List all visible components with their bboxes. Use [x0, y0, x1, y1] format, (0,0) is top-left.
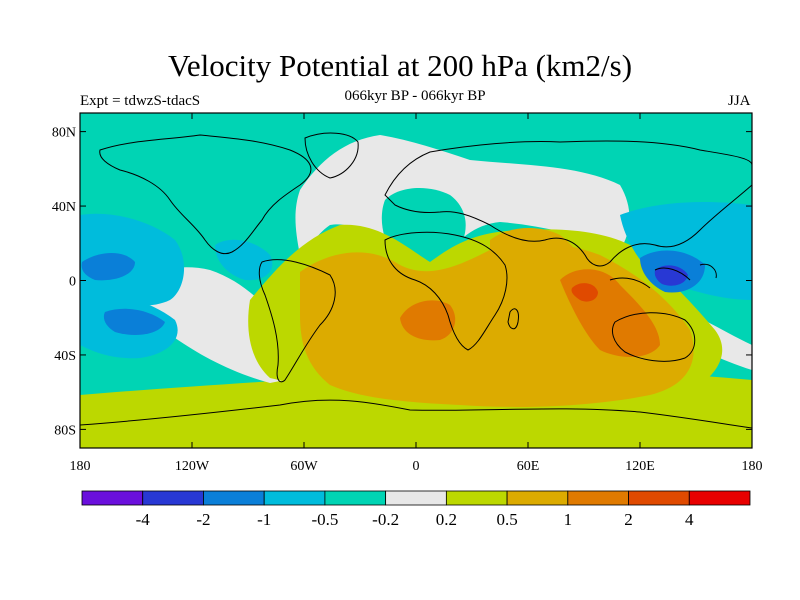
coastline-antarctica: [80, 399, 752, 429]
colorbar-swatch: [81, 490, 144, 506]
experiment-label: Expt = tdwzS-tdacS: [80, 93, 201, 109]
coastline-north-america: [99, 134, 312, 255]
lat-tick-label: 0: [69, 275, 76, 290]
colorbar-label: -0.5: [311, 510, 338, 529]
colorbar: -4 -2 -1 -0.5 -0.2 0.2 0.5 1 2 4: [81, 490, 751, 529]
field-region-mid-blue-south: [103, 308, 165, 335]
lat-tick-label: 80N: [52, 126, 76, 141]
coastline-madagascar: [507, 308, 519, 330]
lon-tick-label: 60W: [290, 459, 318, 474]
colorbar-label: -4: [136, 510, 151, 529]
coastline-south-america: [258, 259, 336, 383]
coastline-africa: [384, 231, 508, 351]
colorbar-label: -2: [196, 510, 210, 529]
lat-tick-label: 40N: [52, 200, 76, 215]
coastline-eurasia: [384, 140, 752, 267]
colorbar-swatch: [263, 490, 326, 506]
colorbar-swatch: [567, 490, 629, 506]
field-region-orange-atlantic: [400, 300, 456, 341]
colorbar-swatch: [142, 490, 204, 506]
plot-subtitle: 066kyr BP - 066kyr BP: [344, 88, 486, 104]
colorbar-swatch: [445, 490, 508, 506]
colorbar-label: 1: [564, 510, 573, 529]
lon-tick-label: 120W: [175, 459, 210, 474]
lat-tick-label: 80S: [54, 423, 76, 438]
colorbar-label: -0.2: [372, 510, 399, 529]
colorbar-swatch: [628, 490, 690, 506]
field-region-deep-blue-maritime: [654, 265, 688, 286]
colorbar-label: 0.2: [436, 510, 457, 529]
coastline-australia: [612, 312, 696, 362]
coastline-maritime-islands: [609, 263, 717, 289]
lon-tick-label: 60E: [517, 459, 540, 474]
coastlines: [80, 132, 752, 429]
coastline-greenland: [304, 132, 359, 179]
season-label: JJA: [728, 93, 751, 109]
lon-tick-label: 180: [70, 459, 91, 474]
colorbar-label: -1: [257, 510, 271, 529]
map-axes: 80N 40N 0 40S 80S 180 120W 60W 0 60E 120E 180: [52, 113, 763, 474]
field-region-blue-americas: [215, 239, 273, 281]
map-field: [80, 113, 752, 448]
colorbar-swatch: [324, 490, 387, 506]
lat-tick-label: 40S: [54, 349, 76, 364]
field-region-blue-maritime: [620, 202, 752, 300]
colorbar-swatch: [385, 490, 447, 506]
colorbar-swatch: [506, 490, 569, 506]
lon-tick-label: 120E: [625, 459, 655, 474]
lon-tick-label: 0: [413, 459, 420, 474]
field-region-orange-core: [571, 283, 598, 302]
field-region-mid-blue-pacific: [81, 253, 135, 281]
lon-tick-label: 180: [742, 459, 763, 474]
colorbar-label: 4: [685, 510, 694, 529]
colorbar-swatch: [203, 490, 265, 506]
plot-title: Velocity Potential at 200 hPa (km2/s): [167, 48, 633, 83]
colorbar-swatch: [688, 490, 751, 506]
colorbar-label: 0.5: [496, 510, 517, 529]
colorbar-label: 2: [624, 510, 633, 529]
